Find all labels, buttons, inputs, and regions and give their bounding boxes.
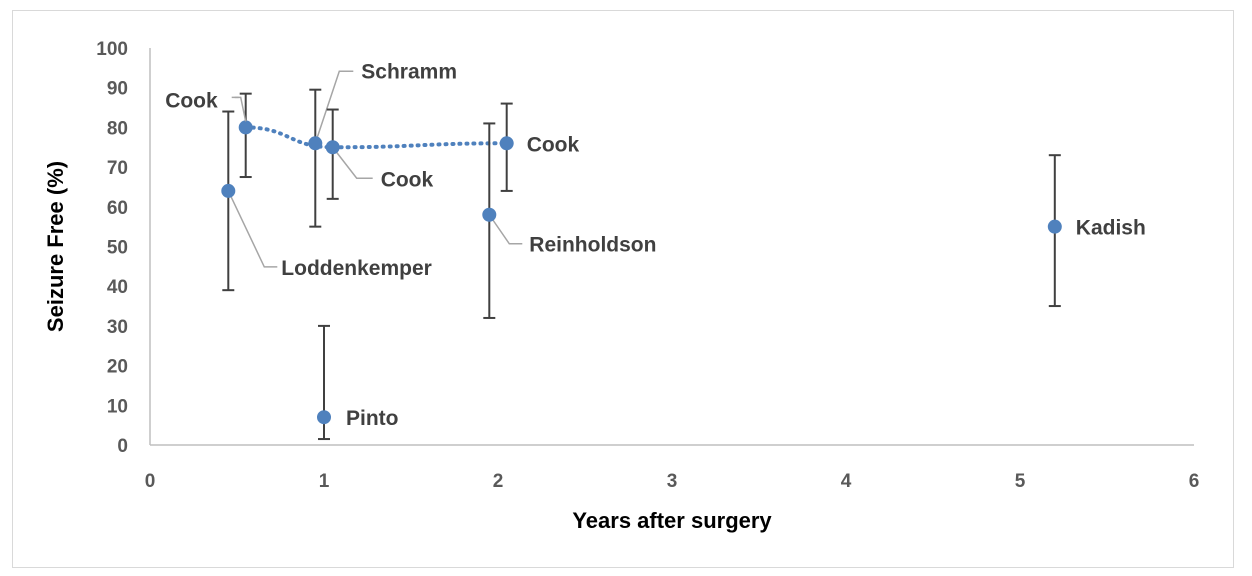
x-axis-title: Years after surgery (572, 508, 772, 533)
y-tick-label: 80 (107, 118, 128, 139)
data-point (238, 120, 253, 135)
y-tick-label: 70 (107, 158, 128, 179)
data-label: Kadish (1076, 217, 1146, 240)
data-point (221, 183, 236, 198)
y-tick-label: 30 (107, 317, 128, 338)
x-tick-label: 0 (145, 471, 156, 492)
data-label: Cook (165, 89, 218, 112)
y-tick-label: 60 (107, 198, 128, 219)
y-tick-label: 100 (96, 39, 128, 60)
data-point (308, 136, 323, 151)
leader-line (488, 214, 523, 245)
data-label: Pinto (346, 407, 399, 430)
data-label: Loddenkemper (281, 257, 432, 280)
y-tick-label: 90 (107, 79, 128, 100)
x-tick-label: 3 (667, 471, 678, 492)
leader-line (227, 190, 278, 268)
data-point (317, 410, 331, 425)
leader-line (332, 146, 373, 179)
x-tick-label: 6 (1189, 471, 1200, 492)
x-tick-label: 4 (841, 471, 852, 492)
data-point (499, 136, 514, 151)
data-point (482, 207, 497, 222)
data-label: Cook (381, 168, 434, 191)
data-label: Cook (527, 133, 580, 156)
x-tick-label: 5 (1015, 471, 1026, 492)
trend-line (243, 125, 509, 150)
data-label: Schramm (361, 60, 457, 83)
x-tick-label: 2 (493, 471, 504, 492)
data-point (325, 140, 340, 155)
y-tick-label: 10 (107, 396, 128, 417)
x-tick-label: 1 (319, 471, 330, 492)
y-tick-label: 0 (117, 436, 128, 457)
y-tick-label: 50 (107, 238, 128, 259)
chart-frame (12, 10, 1234, 568)
leader-line (231, 96, 247, 122)
data-label: Reinholdson (529, 234, 656, 257)
y-axis-title: Seizure Free (%) (43, 161, 68, 332)
data-point (1047, 219, 1062, 234)
y-tick-label: 20 (107, 357, 128, 378)
y-tick-label: 40 (107, 277, 128, 298)
leader-line (314, 70, 354, 144)
